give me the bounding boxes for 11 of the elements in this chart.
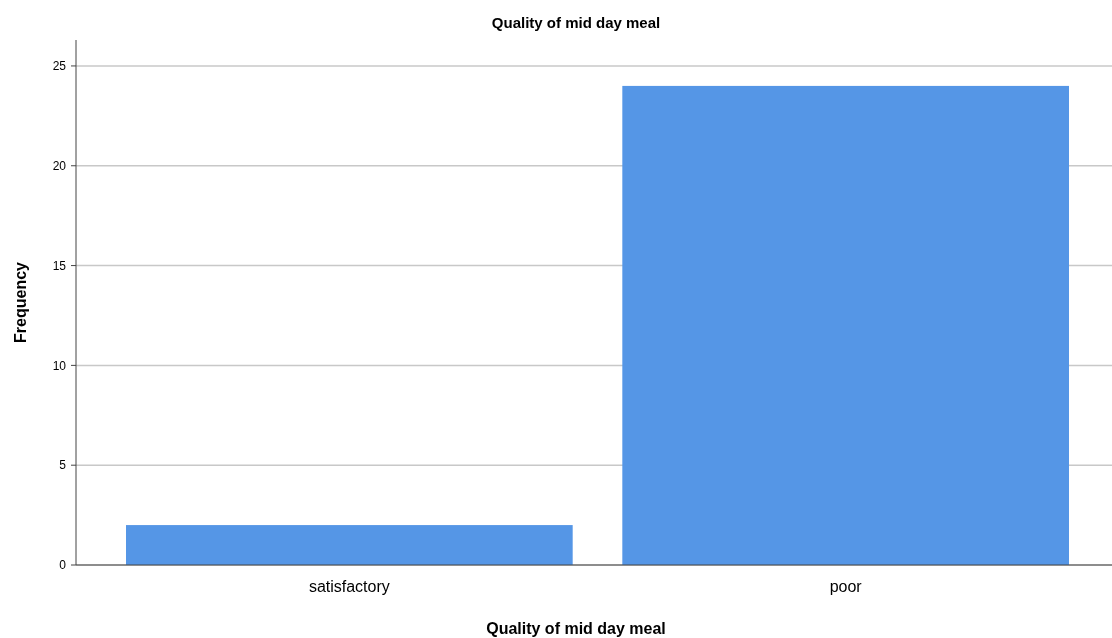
y-tick-label: 0 (59, 558, 67, 573)
y-tick-label: 10 (52, 358, 67, 373)
y-tick-label: 20 (52, 158, 67, 173)
y-tick-label: 5 (59, 458, 67, 473)
x-tick-label: poor (829, 578, 863, 595)
x-tick-label: satisfactory (308, 578, 390, 595)
y-axis-title: Frequency (12, 261, 29, 343)
chart-title: Quality of mid day meal (491, 14, 661, 31)
y-tick-label: 25 (52, 59, 67, 74)
x-axis-title: Quality of mid day meal (486, 620, 666, 637)
y-tick-label: 15 (52, 258, 67, 273)
